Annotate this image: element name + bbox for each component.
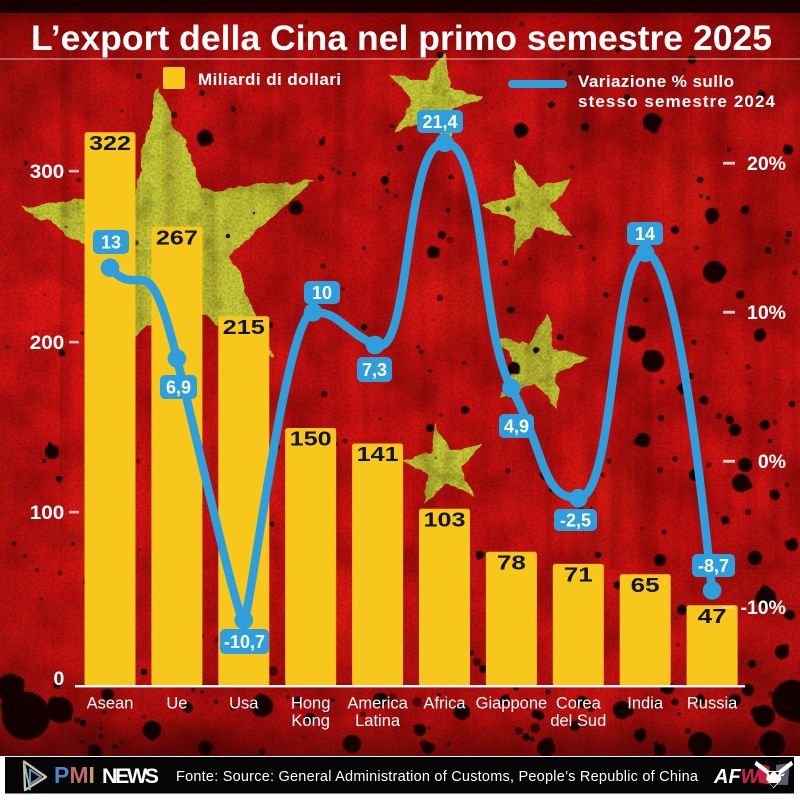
- svg-text:267: 267: [156, 227, 198, 249]
- svg-text:141: 141: [357, 444, 399, 466]
- svg-text:150: 150: [290, 429, 332, 451]
- svg-text:Fonte: Source: General Adminis: Fonte: Source: General Administration of…: [176, 769, 699, 785]
- svg-text:Miliardi di dollari: Miliardi di dollari: [198, 70, 341, 89]
- svg-text:78: 78: [497, 552, 526, 574]
- svg-text:NEWS: NEWS: [102, 764, 159, 788]
- svg-text:PMI: PMI: [54, 762, 95, 788]
- svg-text:del Sud: del Sud: [550, 712, 606, 730]
- svg-text:100: 100: [30, 502, 65, 524]
- svg-text:-10,7: -10,7: [224, 632, 265, 652]
- svg-text:20%: 20%: [747, 153, 786, 175]
- svg-text:India: India: [627, 695, 664, 713]
- svg-text:6,9: 6,9: [166, 378, 191, 398]
- svg-text:-8,7: -8,7: [698, 556, 729, 576]
- svg-text:21,4: 21,4: [422, 112, 457, 132]
- svg-text:-2,5: -2,5: [560, 511, 591, 531]
- svg-text:Africa: Africa: [423, 695, 466, 713]
- svg-text:10: 10: [312, 283, 332, 303]
- svg-text:Corea: Corea: [556, 695, 602, 713]
- svg-text:13: 13: [101, 233, 121, 253]
- svg-text:14: 14: [635, 224, 655, 244]
- svg-text:stesso semestre 2024: stesso semestre 2024: [578, 92, 776, 111]
- svg-text:L’export della Cina nel primo: L’export della Cina nel primo semestre 2…: [31, 18, 772, 58]
- svg-text:300: 300: [30, 161, 65, 183]
- svg-text:Ue: Ue: [166, 695, 187, 713]
- svg-text:103: 103: [424, 509, 466, 531]
- svg-text:Latina: Latina: [355, 712, 401, 730]
- svg-text:Giappone: Giappone: [476, 695, 548, 713]
- svg-text:-10%: -10%: [740, 597, 786, 619]
- svg-text:America: America: [347, 695, 408, 713]
- svg-text:0: 0: [53, 668, 64, 690]
- svg-text:200: 200: [30, 332, 65, 354]
- svg-text:10%: 10%: [747, 302, 786, 324]
- svg-text:215: 215: [223, 317, 265, 339]
- svg-text:Usa: Usa: [229, 695, 259, 713]
- svg-text:Hong: Hong: [291, 695, 330, 713]
- svg-text:0%: 0%: [758, 451, 786, 473]
- svg-text:322: 322: [89, 133, 131, 155]
- svg-text:Asean: Asean: [87, 695, 134, 713]
- svg-text:Variazione % sullo: Variazione % sullo: [578, 72, 734, 91]
- svg-text:71: 71: [564, 565, 593, 587]
- svg-text:AFW: AFW: [713, 766, 762, 788]
- svg-text:Kong: Kong: [291, 712, 330, 730]
- svg-text:Russia: Russia: [687, 695, 738, 713]
- svg-text:47: 47: [698, 606, 727, 628]
- svg-text:4,9: 4,9: [504, 417, 529, 437]
- svg-text:65: 65: [631, 575, 660, 597]
- svg-text:7,3: 7,3: [362, 360, 387, 380]
